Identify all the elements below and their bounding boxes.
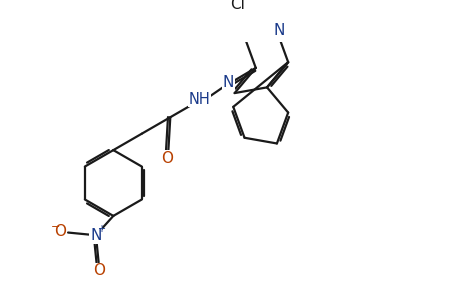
Text: O: O: [93, 263, 106, 278]
Text: NH: NH: [188, 92, 210, 107]
Text: N: N: [222, 74, 234, 89]
Text: −: −: [51, 222, 60, 232]
Text: O: O: [161, 151, 173, 166]
Text: N: N: [90, 228, 101, 243]
Text: O: O: [54, 224, 66, 239]
Text: +: +: [97, 224, 106, 234]
Text: N: N: [273, 23, 284, 38]
Text: Cl: Cl: [231, 0, 245, 12]
